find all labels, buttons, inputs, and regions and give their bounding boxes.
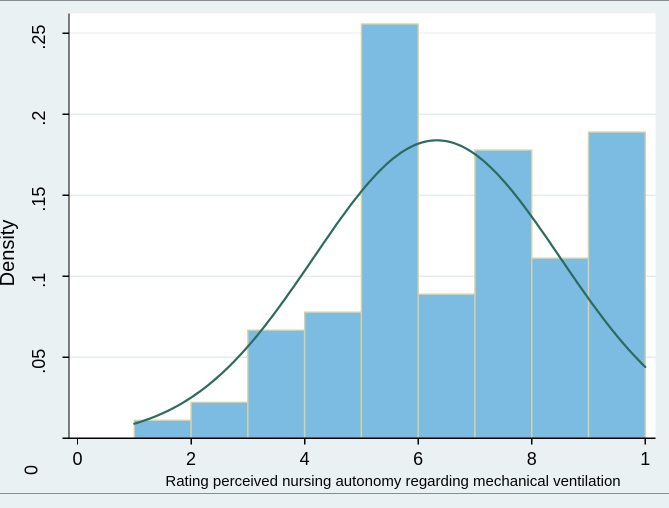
figure-top-border (0, 0, 669, 1)
x-tick-label: 8 (527, 449, 537, 469)
y-tick-label: .05 (29, 349, 49, 374)
histogram-bar (474, 149, 533, 440)
x-tick-label: 4 (300, 449, 310, 469)
histogram-bar (190, 401, 249, 439)
histogram-bar (303, 311, 363, 439)
y-tick-labels: 0 .05 .1 .15 .2 .25 (22, 25, 50, 475)
y-axis-title: Density (0, 220, 19, 287)
histogram-bar (133, 419, 192, 440)
y-tick-label: .2 (29, 111, 49, 126)
histogram-bar (247, 329, 306, 440)
x-tick-label: 1 (640, 449, 650, 469)
axes (68, 13, 656, 439)
histogram-bar (587, 131, 646, 439)
normal-density-curve (133, 139, 647, 425)
y-tick-label: .25 (29, 25, 49, 50)
x-tick-label: 0 (73, 449, 83, 469)
figure-bottom-border (0, 493, 669, 494)
histogram-bar (417, 293, 476, 440)
x-tick-marks (76, 438, 646, 445)
y-tick-label: .15 (29, 187, 49, 212)
y-tick-marks (62, 32, 69, 439)
y-tick-label: 0 (22, 465, 42, 475)
y-tick-label: .1 (29, 273, 49, 288)
x-axis-title: Rating perceived nursing autonomy regard… (165, 473, 620, 490)
x-tick-label: 2 (186, 449, 196, 469)
x-tick-label: 6 (413, 449, 423, 469)
histogram-bars (133, 23, 646, 440)
x-tick-labels: 0 2 4 6 8 1 (73, 449, 651, 469)
histogram-bar (360, 23, 419, 440)
